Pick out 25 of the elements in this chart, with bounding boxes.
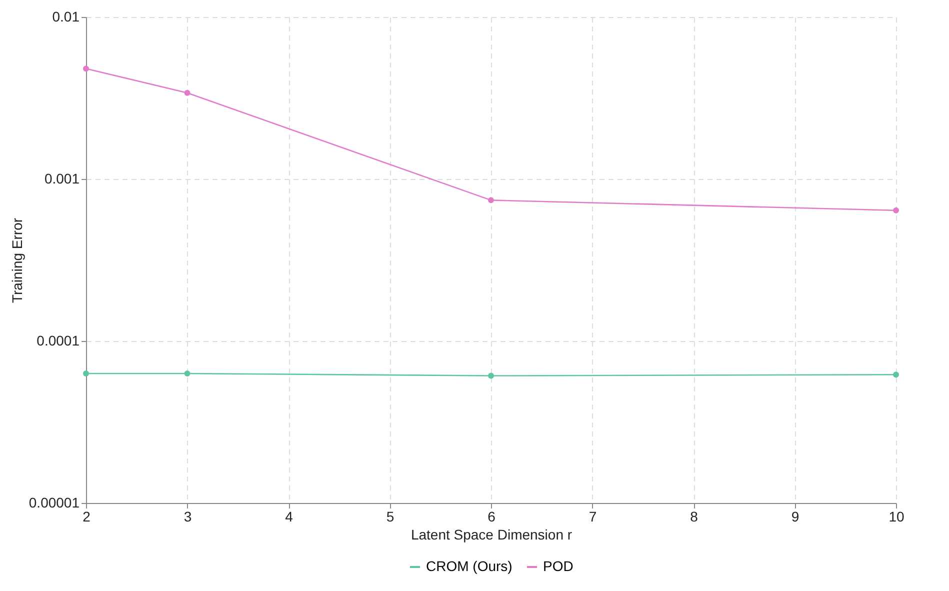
x-tick-label: 7 — [588, 508, 597, 524]
point — [488, 197, 494, 204]
legend-label: CROM (Ours) — [426, 558, 512, 574]
point — [184, 90, 190, 96]
point — [83, 66, 89, 72]
x-tick-label: 4 — [285, 508, 294, 524]
point — [488, 372, 494, 379]
x-tick-label: 10 — [888, 508, 904, 524]
x-tick-label: 5 — [386, 508, 394, 524]
x-tick-label: 6 — [488, 508, 496, 524]
point — [184, 370, 190, 376]
x-axis-title: Latent Space Dimension r — [410, 526, 572, 542]
y-tick-label: 0.001 — [44, 170, 80, 186]
x-tick-label: 2 — [82, 508, 91, 524]
legend-label: POD — [543, 558, 574, 574]
point — [83, 370, 89, 376]
y-tick-label: 0.00001 — [28, 494, 80, 510]
x-tick-label: 8 — [690, 508, 698, 524]
x-tick-label: 9 — [791, 508, 800, 524]
x-tick-label: 3 — [184, 508, 192, 524]
point — [893, 372, 899, 378]
y-tick-label: 0.0001 — [36, 332, 80, 348]
point — [893, 207, 899, 214]
y-axis-title: Training Error — [8, 218, 25, 304]
y-tick-label: 0.01 — [52, 8, 80, 24]
